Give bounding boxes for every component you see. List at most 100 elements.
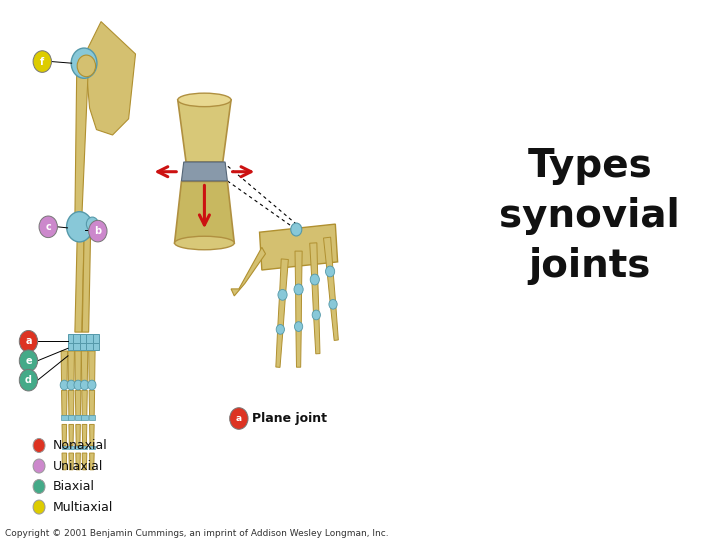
Ellipse shape <box>178 93 231 106</box>
Circle shape <box>19 330 37 352</box>
Bar <box>68 415 74 420</box>
Polygon shape <box>178 100 231 162</box>
Polygon shape <box>61 351 68 383</box>
Polygon shape <box>296 289 302 327</box>
Text: a: a <box>25 336 32 346</box>
Circle shape <box>60 380 68 390</box>
Polygon shape <box>82 238 91 332</box>
Bar <box>73 334 80 343</box>
Circle shape <box>33 459 45 473</box>
Polygon shape <box>181 162 228 181</box>
Circle shape <box>39 216 58 238</box>
Polygon shape <box>85 22 135 135</box>
Polygon shape <box>296 327 301 367</box>
Polygon shape <box>295 251 302 289</box>
Polygon shape <box>82 424 87 445</box>
Circle shape <box>312 310 320 320</box>
Circle shape <box>294 322 302 332</box>
Text: a: a <box>236 414 242 423</box>
Text: c: c <box>45 222 51 232</box>
Circle shape <box>89 220 107 242</box>
Circle shape <box>329 299 337 309</box>
Polygon shape <box>314 315 320 354</box>
Circle shape <box>19 350 37 372</box>
Polygon shape <box>259 224 338 270</box>
Circle shape <box>86 217 99 231</box>
Ellipse shape <box>174 237 234 249</box>
Circle shape <box>325 266 335 277</box>
Bar <box>86 334 93 343</box>
Polygon shape <box>81 351 88 383</box>
Polygon shape <box>82 453 87 470</box>
Bar <box>61 415 68 420</box>
Polygon shape <box>330 304 338 340</box>
Polygon shape <box>89 453 94 470</box>
Circle shape <box>67 380 76 390</box>
Bar <box>68 446 74 449</box>
Text: Copyright © 2001 Benjamin Cummings, an imprint of Addison Wesley Longman, Inc.: Copyright © 2001 Benjamin Cummings, an i… <box>4 529 388 538</box>
Bar <box>86 343 93 350</box>
Polygon shape <box>69 424 73 445</box>
Polygon shape <box>75 70 88 219</box>
Polygon shape <box>75 238 84 332</box>
Circle shape <box>81 380 89 390</box>
Circle shape <box>74 380 82 390</box>
Circle shape <box>33 500 45 514</box>
Text: b: b <box>94 226 102 236</box>
Polygon shape <box>327 271 336 305</box>
Circle shape <box>19 369 37 391</box>
Circle shape <box>291 223 302 236</box>
Bar <box>93 334 99 343</box>
Text: Types
synovial
joints: Types synovial joints <box>499 147 680 285</box>
Polygon shape <box>276 329 283 367</box>
Text: Biaxial: Biaxial <box>53 480 95 493</box>
Polygon shape <box>89 424 94 445</box>
Bar <box>76 446 81 449</box>
Bar <box>80 334 86 343</box>
Polygon shape <box>279 259 289 295</box>
Polygon shape <box>62 424 67 445</box>
Text: Plane joint: Plane joint <box>252 412 327 425</box>
Polygon shape <box>68 351 74 383</box>
Polygon shape <box>68 390 74 416</box>
Polygon shape <box>82 390 87 416</box>
Polygon shape <box>278 295 286 329</box>
Bar <box>81 415 88 420</box>
Polygon shape <box>69 453 73 470</box>
Bar <box>73 343 80 350</box>
Bar <box>68 334 74 343</box>
Circle shape <box>71 48 97 78</box>
Text: f: f <box>40 57 45 66</box>
Circle shape <box>88 380 96 390</box>
Text: Multiaxial: Multiaxial <box>53 501 113 514</box>
Bar <box>89 446 94 449</box>
Polygon shape <box>310 243 318 280</box>
Polygon shape <box>75 351 81 383</box>
Polygon shape <box>89 390 94 416</box>
Bar <box>68 343 74 350</box>
Polygon shape <box>61 390 67 416</box>
Circle shape <box>278 289 287 300</box>
Polygon shape <box>76 390 81 416</box>
Bar <box>75 415 81 420</box>
Circle shape <box>294 284 303 295</box>
Text: e: e <box>25 356 32 366</box>
Circle shape <box>230 408 248 429</box>
Polygon shape <box>312 279 319 315</box>
Circle shape <box>33 438 45 453</box>
Bar <box>89 415 95 420</box>
Text: d: d <box>25 375 32 385</box>
Text: Uniaxial: Uniaxial <box>53 460 103 472</box>
Polygon shape <box>174 181 234 243</box>
Bar <box>93 343 99 350</box>
Polygon shape <box>76 453 81 470</box>
Circle shape <box>77 55 96 77</box>
Circle shape <box>310 274 320 285</box>
Polygon shape <box>323 237 333 272</box>
Polygon shape <box>89 351 95 383</box>
Circle shape <box>67 212 92 242</box>
Text: Nonaxial: Nonaxial <box>53 439 107 452</box>
Polygon shape <box>62 453 67 470</box>
Circle shape <box>33 480 45 494</box>
Circle shape <box>33 51 51 72</box>
